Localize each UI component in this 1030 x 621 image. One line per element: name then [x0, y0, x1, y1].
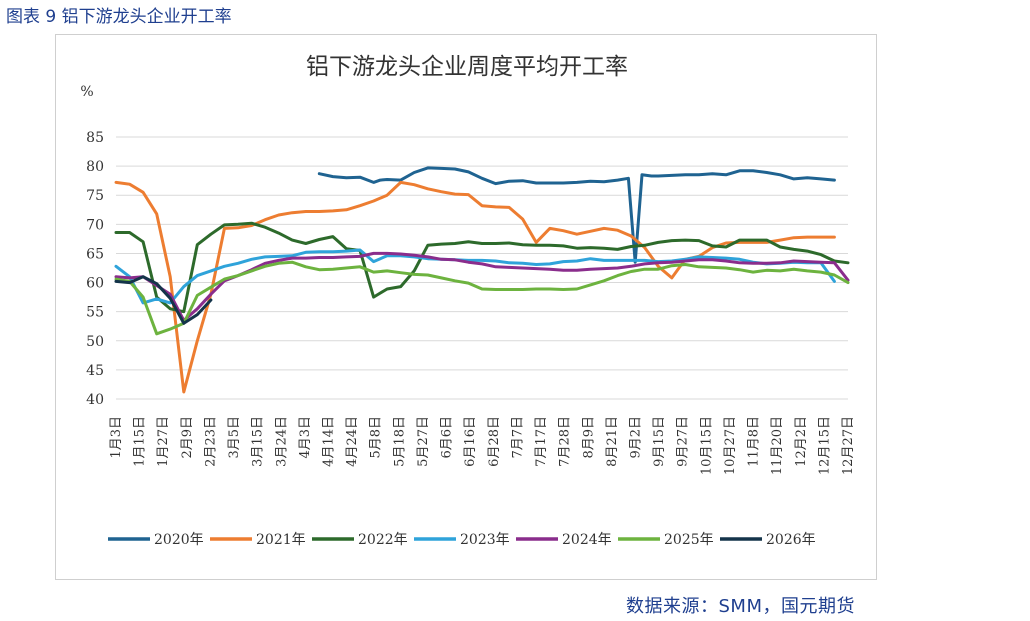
x-tick-label: 4月3日: [298, 416, 313, 459]
x-tick-label: 7月7日: [510, 416, 525, 459]
x-tick-label: 8月21日: [605, 416, 620, 467]
x-tick-label: 9月15日: [652, 416, 667, 467]
x-tick-label: 2月9日: [180, 416, 195, 459]
x-tick-label: 4月24日: [345, 416, 360, 467]
y-tick-label: 65: [86, 246, 104, 262]
legend: 2020年 2021年 2022年 2023年 2024年 2025年 2026年: [108, 532, 816, 548]
legend-label: 2026年: [766, 532, 816, 548]
x-tick-label: 12月27日: [841, 416, 856, 475]
y-axis-unit: %: [80, 84, 93, 100]
chart-title: 铝下游龙头企业周度平均开工率: [306, 54, 628, 80]
series-line-2: [114, 221, 850, 314]
x-tick-label: 5月27日: [416, 416, 431, 467]
figure-caption: 图表 9 铝下游龙头企业开工率: [6, 7, 232, 27]
x-tick-label: 11月20日: [770, 416, 785, 475]
x-tick-label: 11月8日: [747, 416, 762, 467]
x-tick-label: 3月5日: [227, 416, 242, 459]
legend-label: 2023年: [460, 532, 510, 548]
x-tick-label: 2月23日: [203, 416, 218, 467]
x-tick-label: 6月28日: [487, 416, 502, 467]
series-line-6: [114, 275, 213, 325]
x-tick-label: 6月6日: [440, 416, 455, 459]
series-line-5: [114, 260, 850, 336]
x-tick-label: 6月16日: [463, 416, 478, 467]
x-tick-label: 9月2日: [628, 416, 643, 459]
y-axis-ticks: 40 45 50 55 60 65 70 75 80 85: [86, 130, 104, 408]
x-tick-label: 7月28日: [558, 416, 573, 467]
y-tick-label: 85: [86, 130, 104, 146]
y-tick-label: 40: [86, 392, 104, 408]
y-tick-label: 75: [86, 188, 104, 204]
y-tick-label: 80: [86, 159, 104, 175]
x-tick-label: 10月27日: [723, 416, 738, 475]
x-tick-label: 1月3日: [109, 416, 124, 459]
series-line-4: [114, 251, 850, 322]
x-tick-label: 5月18日: [392, 416, 407, 467]
x-tick-label: 1月15日: [133, 416, 148, 467]
series-line-3: [114, 248, 836, 305]
legend-label: 2020年: [154, 532, 204, 548]
x-tick-label: 1月27日: [156, 416, 171, 467]
x-tick-label: 9月27日: [676, 416, 691, 467]
x-tick-label: 3月15日: [251, 416, 266, 467]
source-note: 数据来源：SMM，国元期货: [626, 596, 855, 617]
series-line-0: [317, 166, 836, 264]
x-axis-ticks: 1月3日 1月15日 1月27日 2月9日 2月23日 3月5日 3月15日 3月24日 4月3…: [109, 416, 856, 475]
series-lines: [114, 166, 850, 394]
legend-label: 2022年: [358, 532, 408, 548]
x-tick-label: 5月8日: [369, 416, 384, 459]
grid-lines: [116, 136, 848, 400]
y-tick-label: 70: [86, 217, 104, 233]
x-tick-label: 4月14日: [322, 416, 337, 467]
y-tick-label: 45: [86, 363, 104, 379]
x-tick-label: 10月15日: [699, 416, 714, 475]
x-tick-label: 8月9日: [581, 416, 596, 459]
x-tick-label: 12月2日: [794, 416, 809, 467]
x-tick-label: 3月24日: [274, 416, 289, 467]
y-tick-label: 55: [86, 305, 104, 321]
y-tick-label: 50: [86, 334, 104, 350]
x-tick-label: 7月17日: [534, 416, 549, 467]
x-tick-label: 12月15日: [817, 416, 832, 475]
y-tick-label: 60: [86, 276, 104, 292]
legend-label: 2025年: [664, 532, 714, 548]
legend-label: 2024年: [562, 532, 612, 548]
chart-frame: [55, 34, 877, 580]
legend-label: 2021年: [256, 532, 306, 548]
